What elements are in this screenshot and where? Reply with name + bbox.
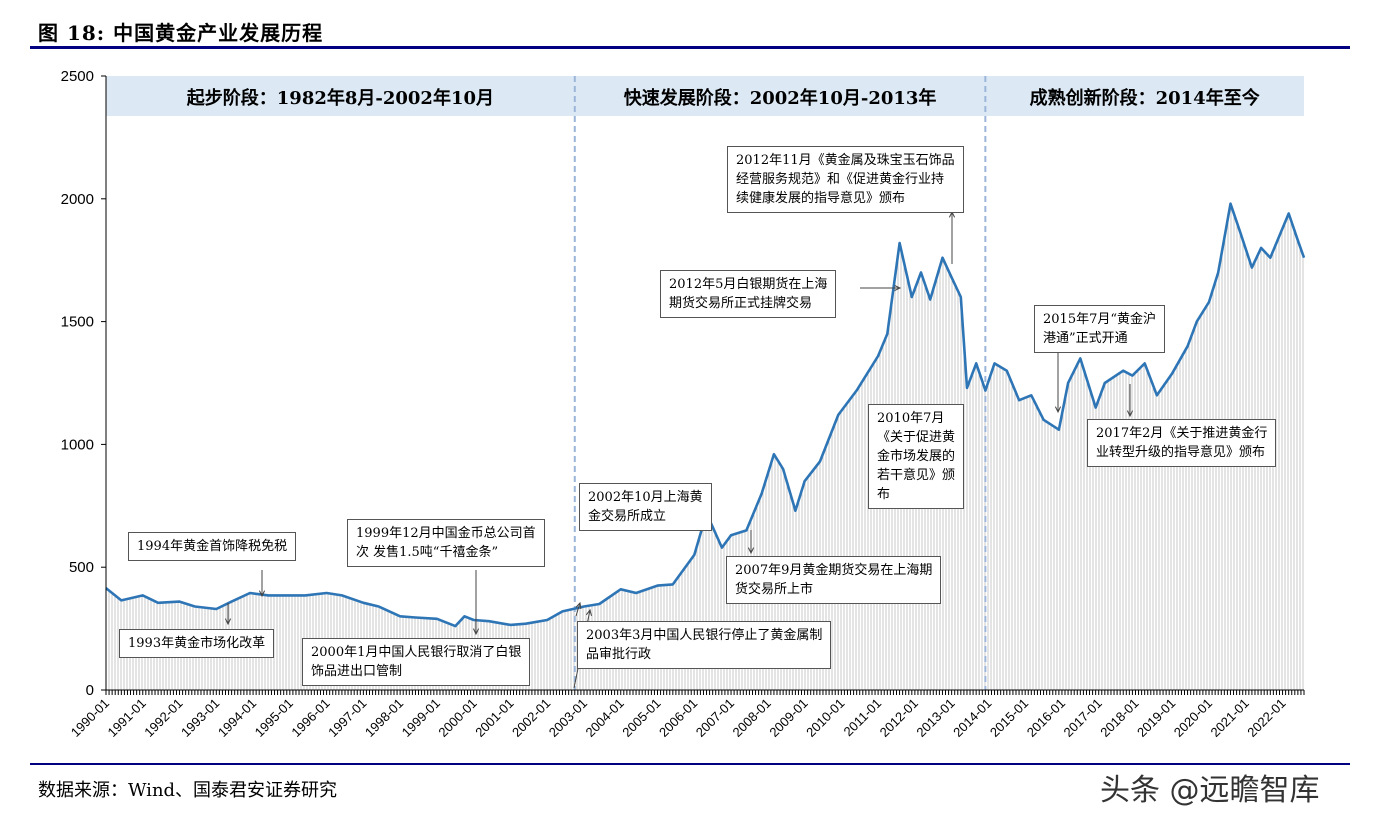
annotation-arrowhead	[224, 618, 232, 626]
x-tick-label: 2015-01	[987, 696, 1031, 740]
x-tick-label: 2016-01	[1024, 696, 1068, 740]
x-tick-label: 2012-01	[877, 696, 921, 740]
area-fill	[106, 203, 1304, 690]
x-tick-label: 1993-01	[178, 696, 222, 740]
data-source: 数据来源：Wind、国泰君安证券研究	[38, 780, 338, 801]
gold-price-line	[105, 202, 1306, 628]
x-tick-label: 1998-01	[362, 696, 406, 740]
x-tick-label: 2022-01	[1244, 696, 1288, 740]
annotation-arrowhead	[575, 601, 582, 610]
x-tick-label: 2019-01	[1134, 696, 1178, 740]
annotation-2012-5-silver: 2012年5月白银期货在上海 期货交易所正式挂牌交易	[660, 270, 837, 318]
x-tick-label: 2010-01	[803, 696, 847, 740]
gold-price-chart: 0 500 1000 1500 2000 2500 1990-011991-011992-0…	[61, 68, 1306, 740]
annotation-2012-11-standards: 2012年11月《黄金属及珠宝玉石饰品 经营服务规范》和《促进黄金行业持 续健康…	[727, 146, 964, 213]
x-tick-label: 2005-01	[619, 696, 663, 740]
annotation-arrowhead	[1054, 406, 1062, 414]
phase-band	[106, 76, 1304, 116]
annotation-arrowhead	[258, 590, 266, 598]
x-tick-label: 2007-01	[693, 696, 737, 740]
annotation-2000-silver-control: 2000年1月中国人民银行取消了白银 饰品进出口管制	[302, 638, 531, 686]
y-tick-label: 1500	[61, 314, 94, 331]
x-tick-label: 2011-01	[841, 696, 885, 740]
top-rule	[30, 46, 1350, 49]
x-tick-label: 2001-01	[472, 696, 516, 740]
annotation-2010-7-opinions: 2010年7月 《关于促进黄 金市场发展的 若干意见》颁 布	[868, 404, 965, 509]
price-area	[106, 203, 1304, 690]
annotation-arrowhead	[585, 608, 592, 616]
x-tick-label: 1995-01	[252, 696, 296, 740]
x-tick-label: 2003-01	[546, 696, 590, 740]
annotation-1993-market-reform: 1993年黄金市场化改革	[119, 629, 275, 658]
y-tick-label: 2500	[61, 68, 94, 85]
y-tick-label: 0	[86, 682, 94, 699]
annotation-arrowhead	[1126, 410, 1134, 418]
phase-label-2: 快速发展阶段：2002年10月-2013年	[624, 87, 937, 109]
x-tick-label: 1994-01	[215, 696, 259, 740]
annotation-2017-2-upgrade: 2017年2月《关于推进黄金行 业转型升级的指导意见》颁布	[1087, 419, 1277, 467]
annotation-arrowhead	[747, 547, 755, 555]
x-tick-label: 2009-01	[766, 696, 810, 740]
x-tick-label: 2017-01	[1060, 696, 1104, 740]
phase-label-1: 起步阶段：1982年8月-2002年10月	[186, 87, 494, 109]
watermark: 头条 @远瞻智库	[1100, 773, 1320, 808]
x-tick-label: 1999-01	[399, 696, 443, 740]
x-tick-label: 2000-01	[435, 696, 479, 740]
x-tick-label: 2021-01	[1208, 696, 1252, 740]
x-tick-label: 2014-01	[950, 696, 994, 740]
x-tick-label: 2002-01	[509, 696, 553, 740]
annotation-1994-tax: 1994年黄金首饰降税免税	[128, 532, 297, 561]
annotation-arrowhead	[472, 628, 480, 636]
x-tick-label: 1992-01	[141, 696, 185, 740]
x-tick-label: 1997-01	[325, 696, 369, 740]
phase-label-3: 成熟创新阶段：2014年至今	[1030, 87, 1261, 109]
x-tick-label: 2020-01	[1171, 696, 1215, 740]
x-tick-label: 2006-01	[656, 696, 700, 740]
annotation-leader	[575, 602, 581, 617]
annotation-1999-millennium-bar: 1999年12月中国金币总公司首 次 发售1.5吨“千禧金条”	[347, 519, 545, 567]
x-tick-label: 2013-01	[913, 696, 957, 740]
x-tick-label: 1990-01	[68, 696, 112, 740]
bottom-rule	[30, 763, 1350, 765]
x-tick-label: 2008-01	[730, 696, 774, 740]
annotation-arrowhead	[894, 284, 902, 292]
annotation-2002-sge: 2002年10月上海黄 金交易所成立	[579, 483, 712, 531]
x-tick-label: 2004-01	[583, 696, 627, 740]
x-tick-label: 2018-01	[1097, 696, 1141, 740]
figure-title: 图 18: 中国黄金产业发展历程	[38, 21, 324, 45]
x-tick-label: 1991-01	[105, 696, 149, 740]
y-tick-label: 500	[69, 559, 94, 576]
y-tick-label: 2000	[61, 191, 94, 208]
annotation-2003-approval: 2003年3月中国人民银行停止了黄金属制 品审批行政	[577, 621, 832, 669]
x-tick-label: 1996-01	[288, 696, 332, 740]
y-tick-label: 1000	[61, 436, 94, 453]
annotation-2007-futures: 2007年9月黄金期货交易在上海期 货交易所上市	[726, 556, 942, 604]
annotation-2015-7-hk-connect: 2015年7月“黄金沪 港通”正式开通	[1034, 305, 1166, 353]
